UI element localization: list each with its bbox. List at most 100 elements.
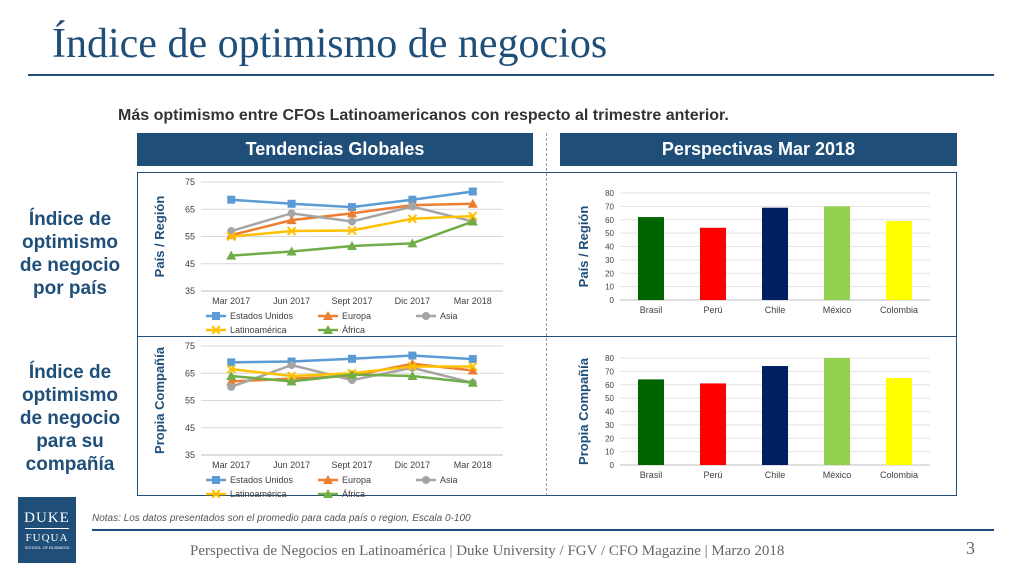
data-point <box>286 371 297 381</box>
data-point <box>347 225 357 236</box>
legend-label: Asia <box>440 475 458 485</box>
x-tick-label: Dic 2017 <box>395 296 431 306</box>
y-tick-label: 30 <box>605 256 614 265</box>
page-number: 3 <box>966 538 975 558</box>
data-point <box>226 370 237 380</box>
y-tick-label: 80 <box>605 354 614 363</box>
data-point <box>287 199 296 208</box>
logo-line3: SCHOOL OF BUSINESS <box>24 544 70 550</box>
data-point-b <box>468 211 478 221</box>
y-tick-label: 70 <box>605 367 614 376</box>
line-chart-country: País / Región 35 45 55 65 75 Mar 2017 Jun 2017 S… <box>152 177 503 334</box>
bar <box>885 378 913 465</box>
y-tick-label: 40 <box>605 243 614 252</box>
data-point <box>286 215 297 225</box>
y-tick-label: 75 <box>185 341 195 351</box>
data-point <box>468 361 478 372</box>
data-point-b <box>226 364 236 374</box>
y-axis-title: País / Región <box>152 196 167 278</box>
legend-label: Latinoamérica <box>230 325 287 334</box>
y-tick-label: 45 <box>185 423 195 433</box>
x-tick-label: Perú <box>703 305 722 315</box>
legend-marker <box>323 325 333 334</box>
charts-panel <box>137 172 957 496</box>
data-point-b <box>407 214 418 224</box>
data-point <box>467 365 478 375</box>
data-point <box>467 216 478 226</box>
legend-label: Estados Unidos <box>230 311 294 321</box>
y-tick-label: 0 <box>610 461 615 470</box>
data-point <box>407 214 418 224</box>
bar <box>885 221 913 300</box>
data-point <box>348 203 356 212</box>
y-tick-label: 45 <box>185 259 195 269</box>
y-axis-title: Propia Compañía <box>576 357 591 465</box>
legend-marker <box>323 489 333 498</box>
x-tick-label: Jun 2017 <box>273 296 310 306</box>
notes-text: Notas: Los datos presentados son el prom… <box>92 513 471 524</box>
legend-label: Europa <box>342 311 371 321</box>
x-tick-label: Colombia <box>880 470 918 480</box>
duke-fuqua-logo: DUKE FUQUA SCHOOL OF BUSINESS <box>18 497 76 563</box>
y-tick-label: 35 <box>185 286 195 296</box>
bar <box>637 379 665 465</box>
data-point <box>227 382 236 391</box>
legend-label: Asia <box>440 311 458 321</box>
y-tick-label: 50 <box>605 229 614 238</box>
data-point <box>226 231 236 242</box>
page-subtitle: Más optimismo entre CFOs Latinoamericano… <box>118 107 729 124</box>
data-point <box>348 354 356 363</box>
column-divider <box>546 133 547 496</box>
legend-marker <box>211 489 221 498</box>
data-point-b <box>286 371 297 381</box>
x-tick-label: Dic 2017 <box>395 460 431 470</box>
data-point-b <box>286 226 297 236</box>
y-tick-label: 55 <box>185 232 195 242</box>
x-tick-label: México <box>823 470 852 480</box>
x-tick-label: Brasil <box>640 470 663 480</box>
x-tick-label: Brasil <box>640 305 663 315</box>
y-tick-label: 70 <box>605 202 614 211</box>
x-tick-label: Mar 2018 <box>454 296 492 306</box>
data-point <box>407 238 418 248</box>
x-tick-label: Chile <box>765 470 786 480</box>
x-tick-label: Mar 2018 <box>454 460 492 470</box>
bar <box>823 206 851 300</box>
x-tick-label: Colombia <box>880 305 918 315</box>
row-label-country: Índice de optimismo de negocio por país <box>19 209 121 299</box>
bar <box>637 217 665 300</box>
data-point <box>286 246 297 256</box>
page-title: Índice de optimismo de negocios <box>52 21 608 67</box>
legend-label: Estados Unidos <box>230 475 294 485</box>
data-point <box>467 377 478 387</box>
y-tick-label: 75 <box>185 177 195 187</box>
data-point <box>286 226 297 236</box>
y-tick-label: 60 <box>605 381 614 390</box>
bar-chart-country: País / Región 0 10 20 30 40 50 60 70 80 Brasil Perú… <box>576 189 930 315</box>
y-tick-label: 50 <box>605 394 614 403</box>
y-tick-label: 20 <box>605 434 614 443</box>
data-point-b <box>407 361 418 372</box>
data-point <box>468 187 477 196</box>
bar <box>761 207 789 300</box>
logo-line2: FUQUA <box>25 531 69 544</box>
legend-marker <box>212 312 220 320</box>
data-point <box>286 376 297 386</box>
data-point <box>227 195 236 204</box>
header-outlook: Perspectivas Mar 2018 <box>560 133 957 166</box>
legend-marker <box>422 312 430 320</box>
data-point <box>408 351 417 360</box>
legend-marker <box>422 476 430 484</box>
y-tick-label: 80 <box>605 189 614 198</box>
legend-marker <box>323 311 333 320</box>
bar-chart-company: Propia Compañía 0 10 20 30 40 50 60 70 80 Brasil Pe… <box>576 354 930 480</box>
row-divider <box>137 336 957 337</box>
row-label-company: Índice de optimismo de negocio para su c… <box>19 362 121 475</box>
logo-line1: DUKE <box>24 509 70 526</box>
x-tick-label: Sept 2017 <box>331 296 372 306</box>
data-point-b <box>226 231 236 242</box>
footer-divider <box>92 529 994 531</box>
x-tick-label: Sept 2017 <box>331 460 372 470</box>
legend-marker <box>323 475 333 484</box>
line-chart-company: Propia Compañía 35 45 55 65 75 Mar 2017 Jun 201… <box>152 341 503 498</box>
